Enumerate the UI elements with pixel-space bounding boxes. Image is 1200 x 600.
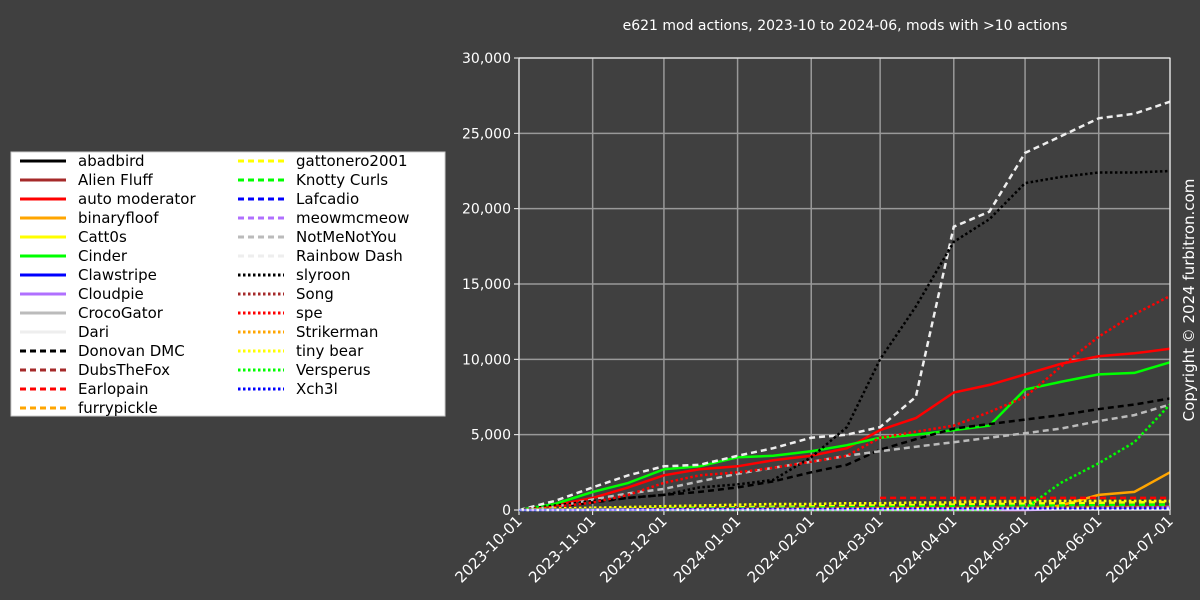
legend-label: tiny bear [296, 342, 364, 360]
legend-label: slyroon [296, 266, 351, 284]
series-line [518, 500, 1171, 512]
series-line [518, 403, 1171, 512]
legend-label: Dari [78, 323, 109, 341]
x-tick-label: 2024-06-01 [1031, 512, 1105, 586]
legend-label: Knotty Curls [296, 171, 388, 189]
series-line [518, 169, 1171, 512]
series-line [518, 503, 1171, 512]
y-tick-label: 20,000 [462, 202, 511, 218]
x-tick-label: 2023-10-01 [451, 512, 525, 586]
legend-label: CrocoGator [78, 304, 164, 322]
legend-label: Xch3l [296, 380, 338, 398]
series-line [518, 397, 1171, 512]
y-tick-label: 5,000 [471, 428, 511, 444]
legend-label: furrypickle [78, 399, 158, 417]
legend-label: Cloudpie [78, 285, 144, 303]
legend-label: meowmcmeow [296, 209, 409, 227]
series-line [518, 347, 1171, 512]
x-tick-label: 2024-02-01 [744, 512, 818, 586]
x-tick-label: 2023-12-01 [596, 512, 670, 586]
series-line [518, 361, 1171, 512]
legend-box [10, 151, 446, 417]
legend-label: Donovan DMC [78, 342, 185, 360]
legend-label: NotMeNotYou [296, 228, 397, 246]
plot: 0 5,000 10,000 15,000 20,000 25,000 30,000 2023… [451, 51, 1176, 586]
series-line [518, 100, 1171, 512]
legend-label: auto moderator [78, 190, 196, 208]
series-line [518, 499, 1170, 512]
legend-label: Strikerman [296, 323, 378, 341]
y-tick-label: 0 [502, 503, 511, 519]
series-line [518, 507, 1171, 512]
legend-label: abadbird [78, 152, 145, 170]
y-tick-label: 15,000 [462, 277, 511, 293]
legend-label: spe [296, 304, 323, 322]
series-line [518, 294, 1171, 512]
y-tick-label: 25,000 [462, 126, 511, 142]
legend-label: Catt0s [78, 228, 127, 246]
chart-title: e621 mod actions, 2023-10 to 2024-06, mo… [623, 18, 1068, 34]
copyright: Copyright © 2024 furbitron.com [1180, 179, 1198, 422]
legend-label: Earlopain [78, 380, 149, 398]
x-tick-label: 2024-07-01 [1102, 512, 1176, 586]
legend-label: Clawstripe [78, 266, 157, 284]
x-tick-label: 2023-11-01 [525, 512, 599, 586]
legend-label: gattonero2001 [296, 152, 408, 170]
legend-label: Lafcadio [296, 190, 359, 208]
legend-label: Versperus [296, 361, 371, 379]
x-tick-label: 2024-04-01 [886, 512, 960, 586]
legend-label: binaryfloof [78, 209, 159, 227]
legend-label: DubsTheFox [78, 361, 170, 379]
x-tick-label: 2024-05-01 [958, 512, 1032, 586]
legend-label: Rainbow Dash [296, 247, 403, 265]
x-tick-label: 2024-01-01 [670, 512, 744, 586]
y-tick-label: 10,000 [462, 352, 511, 368]
y-tick-label: 30,000 [462, 51, 511, 67]
legend-label: Cinder [78, 247, 128, 265]
plot-frame [518, 57, 1171, 511]
legend-label: Alien Fluff [78, 171, 153, 189]
x-tick-label: 2024-03-01 [813, 512, 887, 586]
legend-label: Song [296, 285, 334, 303]
